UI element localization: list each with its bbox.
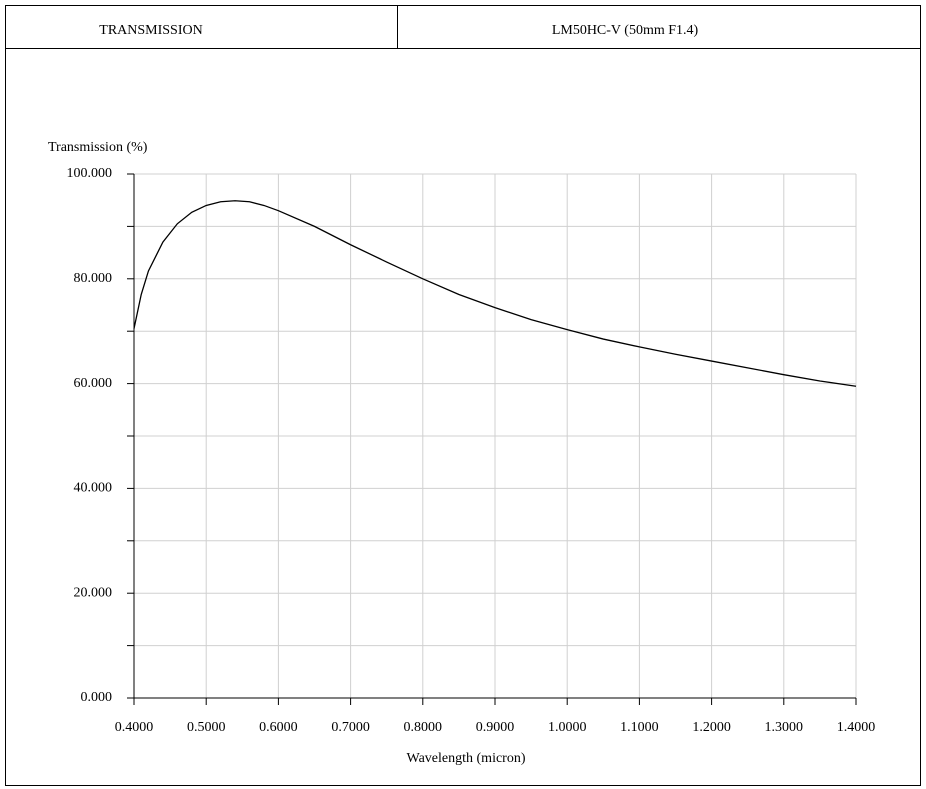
- y-tick-label: 80.000: [74, 271, 113, 286]
- x-tick-label: 0.8000: [404, 720, 443, 735]
- x-tick-label: 1.0000: [548, 720, 587, 735]
- x-tick-label: 1.3000: [765, 720, 804, 735]
- header-right: LM50HC-V (50mm F1.4): [552, 23, 699, 38]
- y-tick-label: 0.000: [81, 690, 113, 705]
- x-tick-label: 0.4000: [115, 720, 154, 735]
- y-tick-label: 40.000: [74, 481, 113, 496]
- y-tick-label: 60.000: [74, 376, 113, 391]
- x-tick-label: 1.1000: [620, 720, 659, 735]
- x-tick-label: 1.2000: [692, 720, 731, 735]
- x-tick-label: 1.4000: [837, 720, 876, 735]
- y-tick-label: 100.000: [67, 166, 113, 181]
- header-left: TRANSMISSION: [99, 23, 202, 38]
- x-tick-label: 0.6000: [259, 720, 298, 735]
- x-tick-label: 0.5000: [187, 720, 226, 735]
- data-line: [133, 200, 857, 387]
- x-tick-label: 0.9000: [476, 720, 515, 735]
- x-axis-label: Wavelength (micron): [407, 751, 526, 766]
- x-tick-label: 0.7000: [331, 720, 370, 735]
- frame: [5, 5, 921, 786]
- y-tick-label: 20.000: [74, 585, 113, 600]
- y-axis-label: Transmission (%): [48, 140, 148, 155]
